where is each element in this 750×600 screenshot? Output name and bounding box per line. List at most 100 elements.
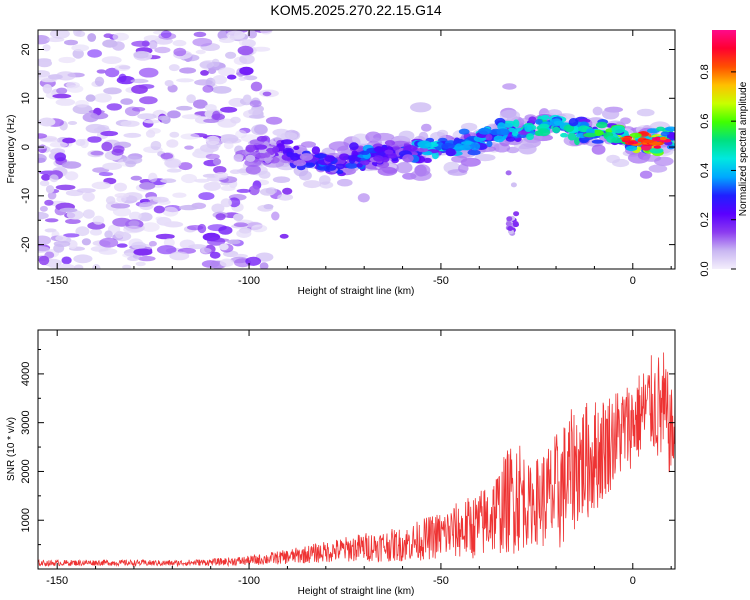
spectrogram-noise-cell bbox=[167, 110, 181, 119]
spectrogram-noise-cell bbox=[131, 84, 148, 94]
spectrogram-noise-cell bbox=[128, 220, 140, 227]
snr-y-label: SNR (10 * v/v) bbox=[6, 417, 17, 481]
spectrogram-ridge-cell bbox=[349, 142, 359, 151]
spectrogram-noise-cell bbox=[122, 155, 143, 165]
spectrogram-noise-cell bbox=[48, 74, 63, 80]
spectrogram-ridge-cell bbox=[311, 146, 321, 155]
spectrogram-halo-cell bbox=[410, 102, 432, 113]
spectrogram-halo-cell bbox=[245, 164, 261, 175]
y-tick-label: 1000 bbox=[20, 508, 32, 532]
spectrogram-noise-cell bbox=[184, 145, 194, 150]
spectrogram-noise-cell bbox=[143, 35, 161, 42]
spectrogram-noise-cell bbox=[100, 130, 119, 137]
spectrogram-ridge-cell bbox=[583, 132, 597, 138]
spectrogram-noise-cell bbox=[193, 99, 208, 109]
spectrogram-ridge-cell bbox=[373, 155, 384, 162]
spectrogram-noise-cell bbox=[166, 139, 179, 148]
spectrogram-noise-cell bbox=[45, 185, 55, 194]
spectrogram-noise-cell bbox=[162, 206, 179, 217]
spectrogram-noise-cell bbox=[98, 172, 114, 177]
snr-frame bbox=[37, 329, 676, 570]
spectrogram-halo-cell bbox=[319, 175, 331, 185]
spectrogram-noise-cell bbox=[219, 258, 234, 267]
x-tick-label: -100 bbox=[238, 575, 260, 587]
spectrogram-ridge-cell bbox=[461, 141, 475, 146]
spectrogram-noise-cell bbox=[172, 192, 187, 198]
spectrogram-noise-cell bbox=[138, 255, 156, 262]
spectrogram-noise-cell bbox=[103, 87, 122, 95]
spectrogram-halo-cell bbox=[272, 176, 291, 183]
spectrogram-ridge-cell bbox=[359, 150, 370, 155]
spectrogram-noise-cell bbox=[277, 193, 294, 201]
spectrogram-noise-cell bbox=[166, 168, 182, 173]
spectrogram-ridge-cell bbox=[314, 153, 327, 159]
spectrogram-halo-cell bbox=[474, 154, 496, 162]
spectrogram-ridge-cell bbox=[493, 135, 505, 143]
spectrogram-noise-cell bbox=[181, 114, 202, 120]
spectrogram-noise-cell bbox=[225, 51, 237, 59]
spectrogram-noise-cell bbox=[114, 182, 127, 192]
spectrogram-noise-cell bbox=[38, 59, 52, 68]
spectrogram-noise-cell bbox=[67, 121, 78, 125]
spectrogram-noise-cell bbox=[81, 238, 91, 246]
spectrogram-ridge-cell bbox=[668, 132, 675, 139]
spectrogram-noise-cell bbox=[120, 120, 140, 127]
spectrogram-ridge-cell bbox=[445, 148, 456, 157]
spectrogram-noise-cell bbox=[218, 67, 236, 76]
spectrogram-noise-cell bbox=[139, 201, 154, 211]
spectrogram-noise-cell bbox=[104, 230, 113, 239]
spectrogram-noise-cell bbox=[172, 39, 187, 47]
colorbar-label: Normalized spectral amplitude bbox=[738, 81, 749, 216]
spectrogram-noise-cell bbox=[248, 185, 260, 196]
spectrogram-noise-cell bbox=[211, 113, 225, 121]
y-tick-label: 10 bbox=[20, 92, 32, 104]
spectrogram-noise-cell bbox=[68, 240, 78, 249]
spectrogram-noise-cell bbox=[252, 46, 271, 52]
spectrogram-noise-cell bbox=[115, 230, 124, 239]
spectrogram-noise-cell bbox=[54, 152, 66, 162]
spectrogram-noise-cell bbox=[66, 84, 84, 93]
spectrogram-noise-cell bbox=[41, 174, 51, 181]
spectrogram-noise-cell bbox=[131, 40, 151, 47]
spectrogram-noise-cell bbox=[123, 132, 142, 138]
spectrogram-halo-cell bbox=[328, 141, 351, 151]
spectrogram-noise-cell bbox=[73, 264, 84, 269]
spectrogram-ridge-cell bbox=[470, 142, 481, 151]
spectrogram-ridge-cell bbox=[403, 145, 418, 152]
spectrogram-noise-cell bbox=[49, 30, 70, 39]
spectrogram-noise-cell bbox=[243, 75, 258, 81]
spectrogram-noise-cell bbox=[143, 119, 161, 124]
spectrogram-halo-cell bbox=[518, 143, 537, 155]
spectrogram-noise-cell bbox=[239, 54, 255, 65]
spectrogram-noise-cell bbox=[233, 222, 248, 227]
spectrogram-noise-cell bbox=[148, 127, 161, 134]
spectrogram-noise-cell bbox=[152, 196, 169, 203]
spectrogram-noise-cell bbox=[92, 215, 105, 225]
spectrogram-halo-cell bbox=[639, 170, 653, 179]
spectrogram-noise-cell bbox=[102, 39, 118, 48]
spectrogram-noise-cell bbox=[271, 211, 280, 221]
spectrogram-ridge-cell bbox=[538, 123, 550, 129]
spectrogram-noise-cell bbox=[131, 241, 147, 250]
spectrogram-noise-cell bbox=[110, 203, 131, 209]
x-tick-label: 0 bbox=[630, 575, 636, 587]
spectrogram-halo-cell bbox=[421, 123, 432, 132]
spectrogram-noise-cell bbox=[194, 178, 210, 183]
spectrogram-noise-cell bbox=[176, 78, 194, 83]
spectrogram-noise-cell bbox=[46, 37, 65, 43]
spectrogram-noise-cell bbox=[64, 39, 78, 46]
y-tick-label: -20 bbox=[20, 237, 32, 253]
spectrogram-noise-cell bbox=[48, 262, 58, 268]
spectrogram-ridge-cell bbox=[256, 135, 268, 142]
spectrogram-noise-cell bbox=[205, 135, 220, 146]
spectrogram-noise-cell bbox=[53, 240, 71, 247]
spectrogram-noise-cell bbox=[148, 240, 157, 247]
x-tick-label: -150 bbox=[46, 275, 68, 287]
spectrogram-ridge-cell bbox=[423, 157, 432, 163]
spectrogram-ridge-cell bbox=[458, 128, 470, 135]
spectrogram-peak-cell bbox=[637, 138, 645, 143]
spectrogram-ridge-cell bbox=[485, 134, 493, 141]
spectrogram-noise-cell bbox=[217, 118, 237, 128]
spectrogram-ridge-cell bbox=[303, 162, 315, 168]
